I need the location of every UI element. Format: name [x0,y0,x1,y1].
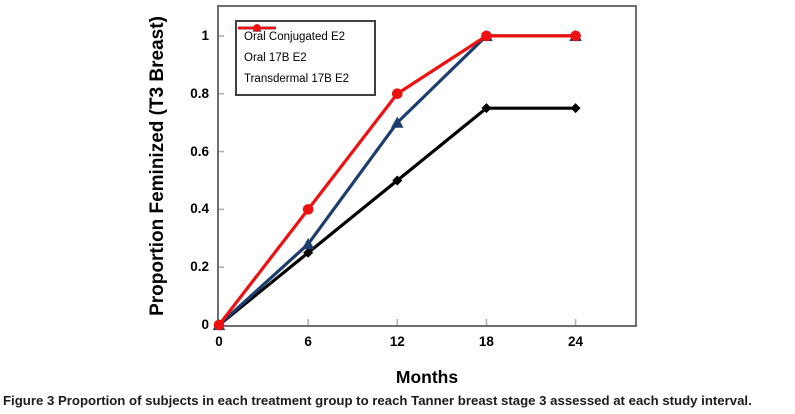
x-tick-label: 0 [215,334,223,349]
legend-item: Transdermal 17B E2 [238,24,367,86]
y-tick-label: 0.8 [190,85,209,101]
y-axis-title: Proportion Feminized (T3 Breast) [147,16,168,316]
legend-item: Oral 17B E2 [238,23,367,64]
plot-svg [212,29,582,331]
x-tick-label: 6 [304,334,312,349]
legend: Oral Conjugated E2 Oral 17B E2 Transdermal… [235,20,376,96]
y-tick-label: 0.6 [190,143,209,159]
caption-label: Figure 3 [3,393,55,408]
x-axis-title: Months [395,367,459,387]
x-tick-label: 24 [568,334,584,349]
x-tick-label: 18 [478,334,494,349]
figure-caption: Figure 3 Proportion of subjects in each … [3,393,792,408]
y-tick-label: 1 [201,27,209,43]
legend-label: Oral Conjugated E2 [244,30,346,43]
caption-text: Proportion of subjects in each treatment… [57,393,752,408]
circle-marker-icon [238,24,276,32]
legend-label: Oral 17B E2 [244,51,307,64]
y-tick-label: 0.2 [190,259,209,275]
legend-label: Transdermal 17B E2 [244,73,350,86]
plot-area: Oral Conjugated E2 Oral 17B E2 Transdermal… [212,5,637,331]
y-tick-label: 0.4 [190,201,209,217]
x-tick-label: 12 [389,334,405,349]
y-tick-label: 0 [201,317,209,332]
